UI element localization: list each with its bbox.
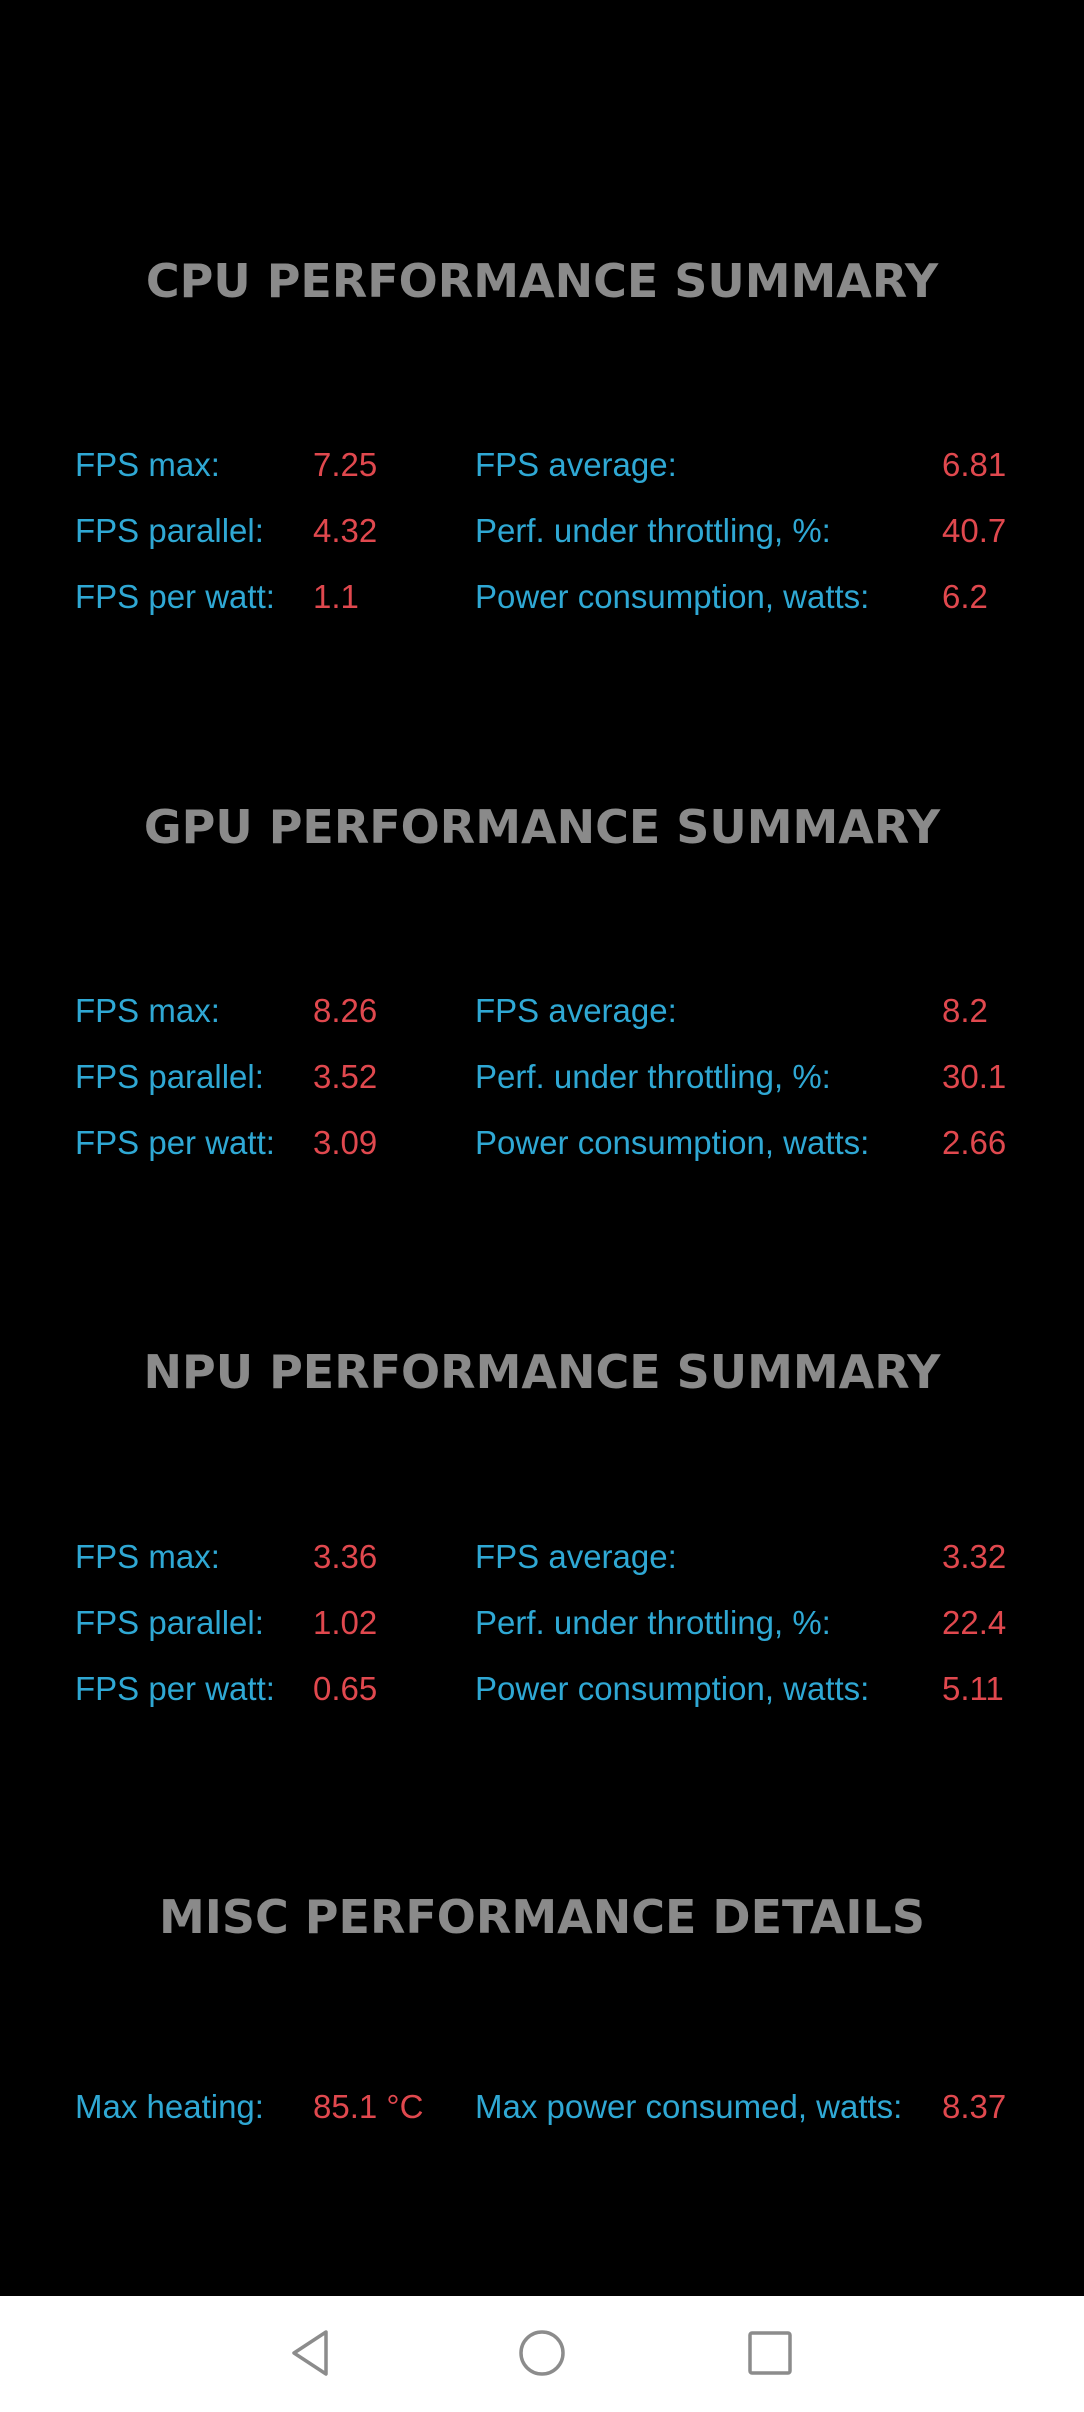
stat-label: FPS max: <box>75 1538 220 1575</box>
stat-value: 4.32 <box>313 512 378 549</box>
back-button[interactable] <box>275 2318 345 2388</box>
back-triangle-icon <box>292 2330 328 2376</box>
stat-row: FPS max: 7.25 FPS average: 6.81 <box>0 440 1084 506</box>
npu-stats: FPS max: 3.36 FPS average: 3.32 FPS para… <box>0 1532 1084 1730</box>
performance-summary-screen: CPU PERFORMANCE SUMMARY FPS max: 7.25 FP… <box>0 254 1084 2148</box>
stat-label: FPS average: <box>475 446 677 483</box>
stat-row: FPS per watt: 0.65 Power consumption, wa… <box>0 1664 1084 1730</box>
stat-value: 7.25 <box>313 446 378 483</box>
stat-row: FPS max: 3.36 FPS average: 3.32 <box>0 1532 1084 1598</box>
gpu-stats: FPS max: 8.26 FPS average: 8.2 FPS paral… <box>0 986 1084 1184</box>
stat-label: Power consumption, watts: <box>475 578 870 615</box>
stat-value: 30.1 <box>942 1058 1007 1095</box>
npu-section-title: NPU PERFORMANCE SUMMARY <box>143 1345 941 1399</box>
stat-label: FPS per watt: <box>75 1124 275 1161</box>
stat-label: FPS max: <box>75 446 220 483</box>
misc-section-title: MISC PERFORMANCE DETAILS <box>159 1890 925 1944</box>
stat-row: FPS parallel: 3.52 Perf. under throttlin… <box>0 1052 1084 1118</box>
stat-label: Perf. under throttling, %: <box>475 512 831 549</box>
stat-value: 1.02 <box>313 1604 378 1641</box>
stat-value: 6.81 <box>942 446 1007 483</box>
stat-value: 8.2 <box>942 992 988 1029</box>
cpu-stats: FPS max: 7.25 FPS average: 6.81 FPS para… <box>0 440 1084 638</box>
stat-label: FPS max: <box>75 992 220 1029</box>
gpu-section-title: GPU PERFORMANCE SUMMARY <box>143 800 941 854</box>
stat-value: 1.1 <box>313 578 359 615</box>
stat-label: Perf. under throttling, %: <box>475 1604 831 1641</box>
recents-button[interactable] <box>735 2318 805 2388</box>
home-circle-icon <box>519 2330 565 2376</box>
stat-value: 3.09 <box>313 1124 378 1161</box>
stat-label: FPS average: <box>475 992 677 1029</box>
stat-value: 40.7 <box>942 512 1007 549</box>
stat-label: FPS parallel: <box>75 512 264 549</box>
stat-label: Max power consumed, watts: <box>475 2088 903 2125</box>
stat-label: Power consumption, watts: <box>475 1124 870 1161</box>
stat-value: 3.52 <box>313 1058 378 1095</box>
stat-label: FPS per watt: <box>75 1670 275 1707</box>
stat-label: FPS parallel: <box>75 1058 264 1095</box>
stat-row: FPS per watt: 3.09 Power consumption, wa… <box>0 1118 1084 1184</box>
stat-value: 2.66 <box>942 1124 1007 1161</box>
stat-row: FPS parallel: 1.02 Perf. under throttlin… <box>0 1598 1084 1664</box>
stat-label: Power consumption, watts: <box>475 1670 870 1707</box>
stat-label: FPS parallel: <box>75 1604 264 1641</box>
recents-square-icon <box>748 2331 792 2375</box>
stat-value: 3.32 <box>942 1538 1007 1575</box>
stat-row: Max heating: 85.1 °C Max power consumed,… <box>0 2082 1084 2148</box>
system-navigation-bar <box>0 2296 1084 2412</box>
stat-value: 85.1 °C <box>313 2088 424 2125</box>
stat-value: 0.65 <box>313 1670 378 1707</box>
stat-value: 8.37 <box>942 2088 1007 2125</box>
stat-row: FPS per watt: 1.1 Power consumption, wat… <box>0 572 1084 638</box>
misc-stats: Max heating: 85.1 °C Max power consumed,… <box>0 2082 1084 2148</box>
cpu-section-title: CPU PERFORMANCE SUMMARY <box>145 254 939 308</box>
stat-value: 3.36 <box>313 1538 378 1575</box>
stat-label: FPS average: <box>475 1538 677 1575</box>
home-button[interactable] <box>507 2318 577 2388</box>
stat-value: 8.26 <box>313 992 378 1029</box>
stat-value: 5.11 <box>942 1670 1004 1707</box>
stat-label: FPS per watt: <box>75 578 275 615</box>
stat-value: 22.4 <box>942 1604 1007 1641</box>
stat-label: Perf. under throttling, %: <box>475 1058 831 1095</box>
stat-row: FPS max: 8.26 FPS average: 8.2 <box>0 986 1084 1052</box>
stat-row: FPS parallel: 4.32 Perf. under throttlin… <box>0 506 1084 572</box>
stat-value: 6.2 <box>942 578 988 615</box>
stat-label: Max heating: <box>75 2088 264 2125</box>
